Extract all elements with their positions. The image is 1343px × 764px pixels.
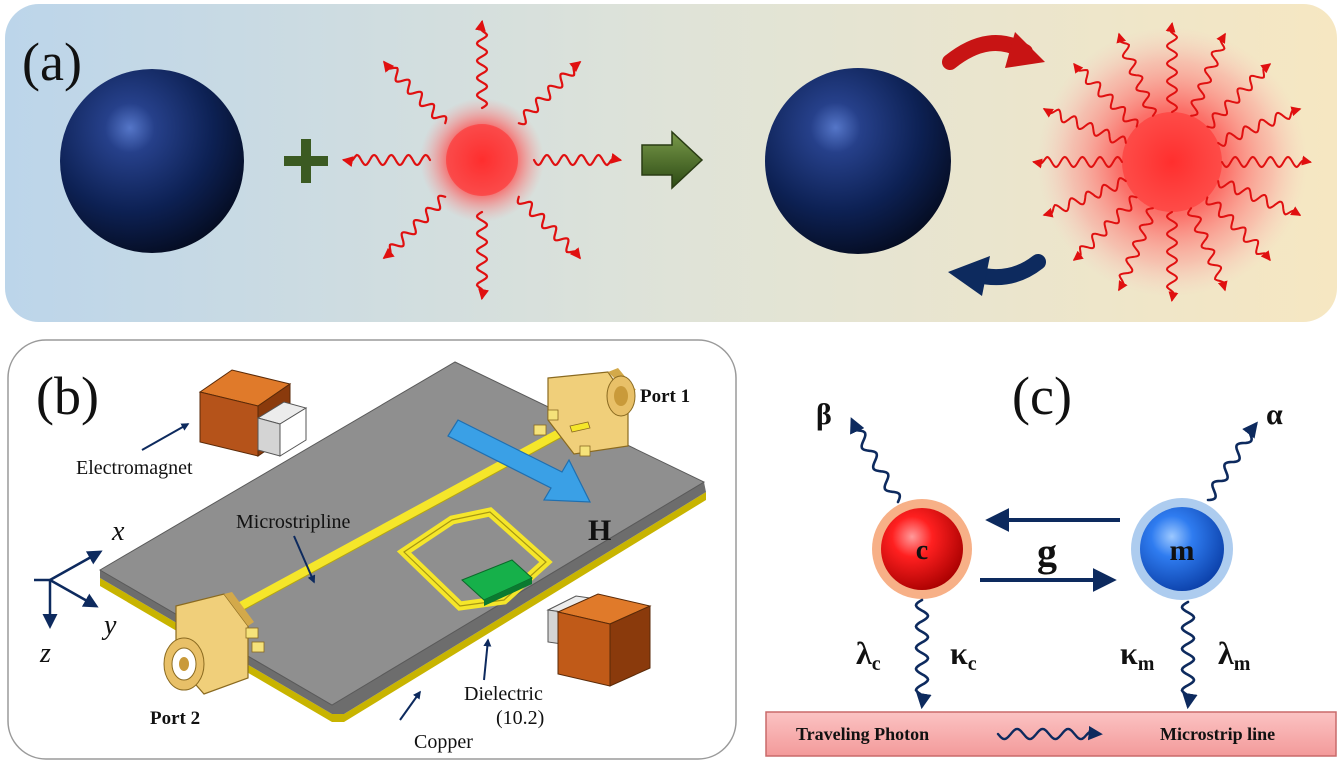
navy-curved-arrow-head bbox=[948, 256, 990, 296]
photon-ray bbox=[1118, 207, 1154, 292]
electromagnet-pointer bbox=[141, 423, 190, 451]
field-label: H bbox=[588, 514, 611, 547]
coupling-label: g bbox=[1037, 530, 1057, 575]
copper-pointer bbox=[399, 690, 421, 721]
photon-ray bbox=[1165, 22, 1179, 113]
dielectric-side bbox=[100, 482, 706, 714]
magnon-mode-sphere bbox=[1140, 507, 1224, 591]
cavity-to-line-wave bbox=[914, 598, 932, 710]
photon-ray bbox=[1072, 195, 1138, 261]
photon-ray bbox=[1042, 108, 1127, 144]
photon-ray bbox=[1206, 63, 1272, 129]
panel-b: (b) H Port 1 bbox=[7, 339, 737, 760]
photon-wavy-arrows bbox=[341, 19, 623, 301]
axis-y-label: y bbox=[101, 610, 117, 641]
lambda-c-symbol: λc bbox=[856, 635, 881, 675]
photon-ray bbox=[1217, 106, 1302, 147]
dielectric-pointer bbox=[483, 638, 492, 681]
panel-c-label: (c) bbox=[1012, 366, 1072, 426]
photon-wavy-arrows-large bbox=[1032, 22, 1312, 302]
dielectric-value: (10.2) bbox=[496, 707, 544, 729]
photon-ray bbox=[475, 210, 489, 301]
port-1-label: Port 1 bbox=[640, 386, 690, 407]
photon-ray bbox=[383, 60, 448, 125]
photon-glow-large bbox=[1037, 27, 1307, 297]
magnon-to-line-wave bbox=[1180, 600, 1198, 710]
photon-ray bbox=[341, 153, 432, 167]
photon-ray bbox=[1042, 177, 1127, 218]
axis-z-label: z bbox=[39, 638, 51, 669]
panel-b-label: (b) bbox=[36, 366, 99, 426]
alpha-label: α bbox=[1266, 398, 1283, 431]
axis-x-label: x bbox=[111, 516, 125, 547]
port-2-label: Port 2 bbox=[150, 708, 200, 729]
photon-glow bbox=[420, 98, 544, 222]
traveling-photon-wave-arrow bbox=[996, 725, 1103, 741]
copper-label: Copper bbox=[414, 731, 473, 753]
panel-a: (a) bbox=[5, 4, 1337, 322]
photon-ray bbox=[382, 194, 447, 259]
panel-c: (c) c m g β α λc κc κm λm Traveling Phot… bbox=[765, 366, 1337, 757]
photon-ray bbox=[532, 153, 623, 167]
photon-ray bbox=[1217, 180, 1302, 216]
banner-traveling-photon: Traveling Photon bbox=[796, 724, 929, 744]
magnon-mode-label: m bbox=[1170, 534, 1195, 567]
electromagnet-label: Electromagnet bbox=[76, 457, 193, 479]
photon-ray bbox=[1190, 32, 1226, 117]
photon-ray bbox=[1187, 207, 1228, 292]
beta-label: β bbox=[816, 398, 832, 431]
photon-ray bbox=[1116, 32, 1157, 117]
dissipation-wavy-arrows bbox=[850, 417, 1258, 710]
microstripline-label: Microstripline bbox=[236, 511, 351, 533]
photon-ray bbox=[1221, 155, 1312, 169]
photon-ray bbox=[516, 195, 581, 260]
beta-decay-wave bbox=[850, 417, 902, 504]
alpha-decay-wave bbox=[1206, 421, 1258, 502]
photon-ray bbox=[1073, 62, 1139, 128]
port-2-connector bbox=[163, 592, 265, 695]
electromagnet-bottom bbox=[546, 593, 652, 687]
port-1-connector bbox=[533, 368, 636, 457]
microstrip-banner bbox=[765, 711, 1337, 757]
plus-icon bbox=[284, 139, 328, 183]
electromagnet-top bbox=[198, 369, 308, 457]
right-arrow-icon bbox=[641, 130, 704, 190]
microstripline-pointer bbox=[293, 535, 316, 584]
panel-a-label: (a) bbox=[22, 32, 82, 92]
photon-ray bbox=[475, 19, 489, 110]
cavity-mode-sphere bbox=[881, 508, 963, 590]
photon-ray bbox=[1205, 196, 1271, 262]
dielectric-label: Dielectric bbox=[464, 683, 543, 705]
kappa-m-symbol: κm bbox=[1120, 635, 1155, 675]
banner-wave bbox=[996, 725, 1103, 741]
photon-ray bbox=[1165, 211, 1179, 302]
magnon-sphere-coupled bbox=[765, 68, 951, 254]
banner-microstrip-line: Microstrip line bbox=[1160, 724, 1275, 744]
magnetic-field-arrow bbox=[447, 419, 591, 503]
coordinate-axes bbox=[34, 550, 103, 629]
kappa-c-symbol: κc bbox=[950, 635, 977, 675]
lambda-m-symbol: λm bbox=[1218, 635, 1251, 675]
cavity-mode-label: c bbox=[916, 535, 928, 566]
magnon-sphere bbox=[60, 69, 244, 253]
red-curved-arrow-head bbox=[1005, 32, 1045, 68]
photon-ray bbox=[1032, 155, 1123, 169]
photon-ray bbox=[517, 61, 582, 126]
